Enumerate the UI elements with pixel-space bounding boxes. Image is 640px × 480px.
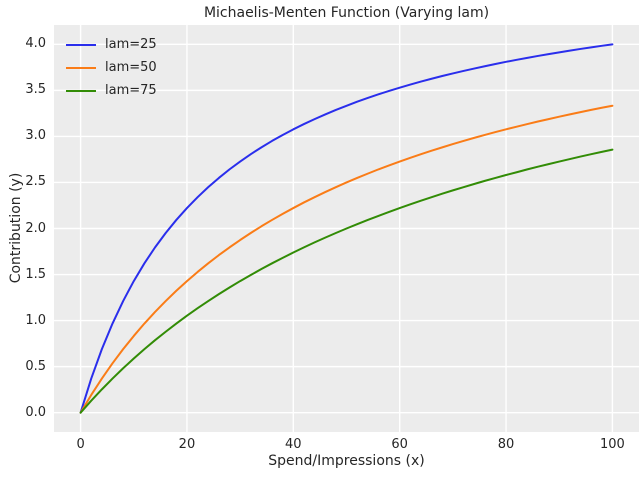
legend-line-icon (66, 66, 96, 69)
x-tick-label: 20 (178, 437, 196, 452)
legend-label: lam=50 (105, 60, 157, 75)
y-tick-label: 1.0 (25, 312, 46, 328)
legend-item: lam=25 (66, 33, 157, 56)
legend-item: lam=75 (66, 79, 157, 102)
curve-lam-50 (79, 104, 614, 414)
x-tick-label: 0 (76, 437, 85, 452)
y-tick-label: 3.0 (25, 128, 46, 144)
curve-lam-25 (79, 43, 614, 414)
y-tick-label: 2.0 (25, 220, 46, 236)
x-tick-label: 40 (285, 437, 302, 452)
y-tick-label: 3.5 (25, 82, 46, 98)
x-tick-label: 80 (497, 437, 515, 452)
legend-label: lam=25 (105, 37, 157, 52)
chart-title: Michaelis-Menten Function (Varying lam) (203, 5, 490, 21)
y-tick-label: 1.5 (25, 266, 46, 282)
legend-label: lam=75 (105, 83, 157, 98)
legend: lam=25 lam=50 lam=75 (66, 33, 157, 102)
y-tick-label: 0.0 (25, 404, 46, 420)
y-tick-label: 0.5 (25, 358, 46, 374)
x-axis-label: Spend/Impressions (x) (268, 453, 425, 469)
legend-line-icon (66, 43, 96, 46)
y-tick-label: 4.0 (25, 36, 46, 52)
x-tick-label: 100 (599, 437, 625, 452)
legend-line-icon (66, 89, 96, 92)
curve-lam-75 (79, 148, 614, 414)
x-tick-label: 60 (391, 437, 408, 452)
y-tick-label: 2.5 (25, 174, 46, 190)
legend-item: lam=50 (66, 56, 157, 79)
